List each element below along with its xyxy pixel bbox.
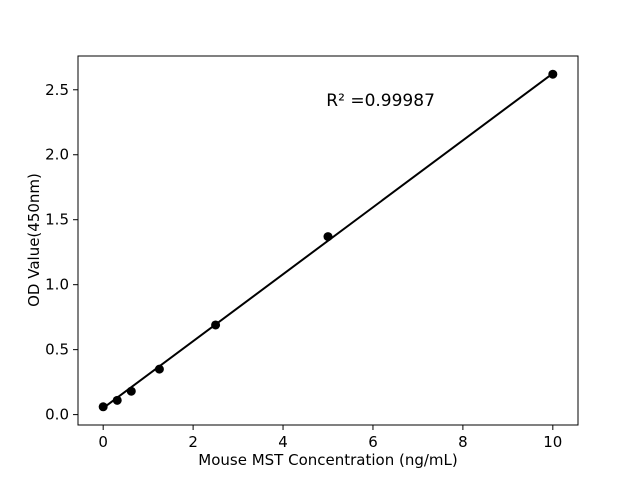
y-tick-label: 0.0	[45, 406, 69, 424]
x-tick-label: 4	[278, 433, 288, 451]
y-tick-label: 2.5	[45, 81, 69, 99]
data-point	[211, 320, 221, 330]
x-tick-label: 8	[458, 433, 468, 451]
data-point	[112, 395, 122, 405]
data-point	[126, 386, 136, 396]
y-tick-label: 1.0	[45, 276, 69, 294]
data-point	[98, 402, 108, 412]
y-axis-label: OD Value(450nm)	[25, 173, 43, 307]
x-tick-label: 0	[98, 433, 108, 451]
x-tick-label: 10	[543, 433, 562, 451]
y-tick-label: 2.0	[45, 146, 69, 164]
y-tick-label: 1.5	[45, 211, 69, 229]
data-point	[548, 69, 558, 79]
x-axis-label: Mouse MST Concentration (ng/mL)	[198, 451, 458, 469]
r-squared-annotation: R² =0.99987	[326, 91, 435, 112]
axis-spines	[77, 55, 579, 426]
y-tick-label: 0.5	[45, 341, 69, 359]
data-point	[154, 364, 164, 374]
x-tick-label: 2	[188, 433, 198, 451]
x-tick-label: 6	[368, 433, 378, 451]
data-point	[323, 232, 333, 242]
